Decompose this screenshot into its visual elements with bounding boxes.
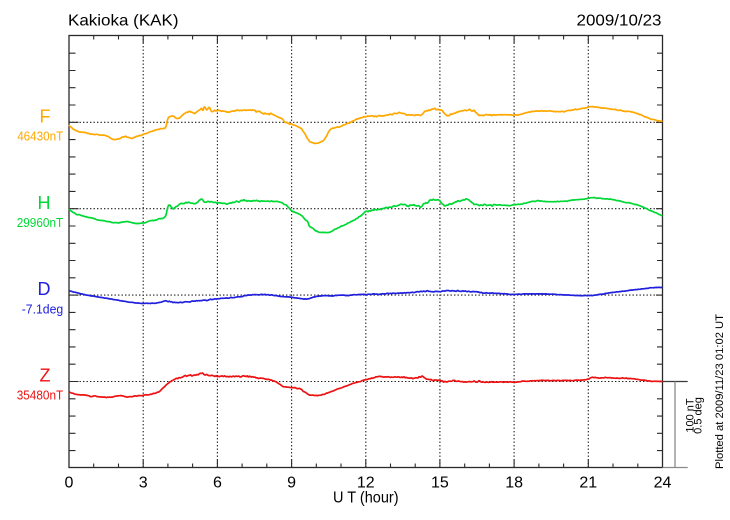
svg-text:H: H: [38, 193, 51, 213]
svg-text:Plotted at 2009/11/23 01:02 UT: Plotted at 2009/11/23 01:02 UT: [714, 314, 726, 469]
svg-text:46430nT: 46430nT: [17, 128, 63, 143]
svg-text:29960nT: 29960nT: [17, 215, 64, 230]
svg-text:0: 0: [65, 475, 74, 492]
svg-text:F: F: [40, 106, 51, 126]
svg-text:12: 12: [357, 475, 375, 492]
svg-text:15: 15: [431, 475, 449, 492]
svg-text:35480nT: 35480nT: [17, 388, 64, 403]
svg-text:Z: Z: [40, 366, 51, 386]
svg-text:6: 6: [213, 475, 222, 492]
svg-text:18: 18: [505, 475, 523, 492]
svg-text:2009/10/23: 2009/10/23: [577, 13, 662, 30]
svg-text:21: 21: [579, 475, 597, 492]
svg-text:24: 24: [654, 475, 672, 492]
svg-text:-7.1deg: -7.1deg: [22, 301, 64, 316]
svg-text:3: 3: [139, 475, 148, 492]
svg-text:0.5 deg: 0.5 deg: [693, 397, 705, 434]
svg-text:D: D: [38, 279, 51, 299]
svg-text:100 nT: 100 nT: [685, 398, 697, 433]
svg-text:U T (hour): U T (hour): [333, 490, 399, 507]
svg-text:Kakioka (KAK): Kakioka (KAK): [68, 13, 179, 30]
svg-text:9: 9: [287, 475, 296, 492]
